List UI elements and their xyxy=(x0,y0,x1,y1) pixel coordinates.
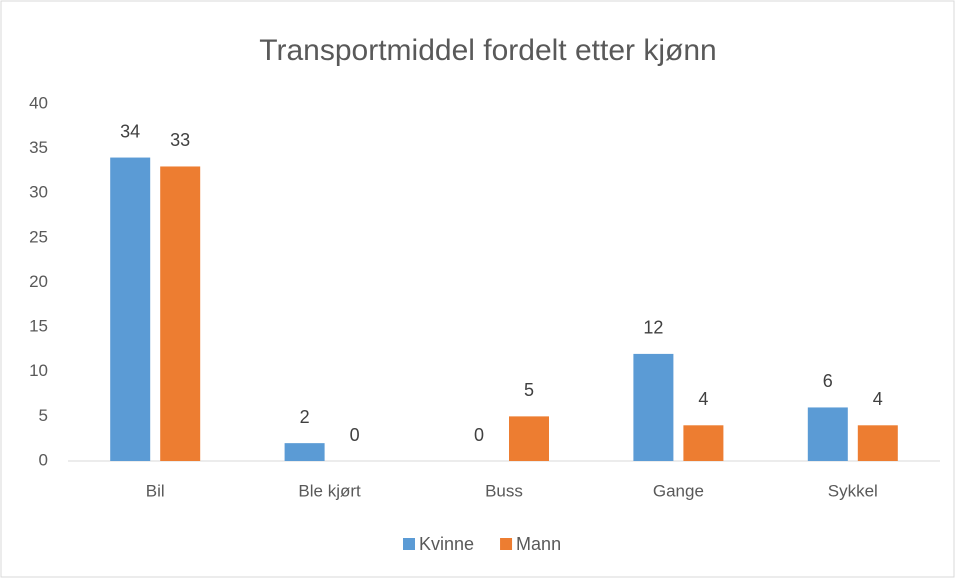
data-label: 0 xyxy=(474,425,484,445)
y-tick-label: 30 xyxy=(29,183,48,202)
bar xyxy=(509,416,549,461)
y-tick-label: 5 xyxy=(39,406,48,425)
bar xyxy=(807,407,848,461)
data-label: 5 xyxy=(524,380,534,400)
bar xyxy=(110,157,151,462)
chart-title: Transportmiddel fordelt etter kjønn xyxy=(259,34,716,67)
y-tick-label: 25 xyxy=(29,227,48,246)
legend-label: Mann xyxy=(516,534,561,554)
bar xyxy=(857,425,898,461)
legend-swatch xyxy=(500,538,513,550)
y-tick-label: 10 xyxy=(29,361,48,380)
x-tick-label: Bil xyxy=(146,481,165,500)
data-label: 2 xyxy=(300,407,310,427)
legend-swatch xyxy=(403,538,415,550)
y-tick-label: 40 xyxy=(29,93,48,112)
data-label: 0 xyxy=(350,425,360,445)
y-tick-label: 0 xyxy=(39,450,48,469)
x-tick-label: Ble kjørt xyxy=(298,481,361,500)
x-tick-label: Sykkel xyxy=(828,481,878,500)
bar xyxy=(633,353,674,461)
data-label: 12 xyxy=(643,318,663,338)
y-tick-label: 15 xyxy=(29,317,48,336)
legend-label: Kvinne xyxy=(419,534,474,554)
data-label: 33 xyxy=(170,130,190,150)
y-tick-label: 20 xyxy=(29,272,48,291)
bar xyxy=(284,443,325,461)
x-tick-label: Gange xyxy=(653,481,704,500)
data-label: 4 xyxy=(698,389,708,409)
data-label: 34 xyxy=(120,121,140,141)
bar xyxy=(683,425,724,461)
data-label: 6 xyxy=(823,371,833,391)
bar xyxy=(160,166,201,461)
x-tick-label: Buss xyxy=(485,481,523,500)
y-tick-label: 35 xyxy=(29,138,48,157)
data-label: 4 xyxy=(873,389,883,409)
